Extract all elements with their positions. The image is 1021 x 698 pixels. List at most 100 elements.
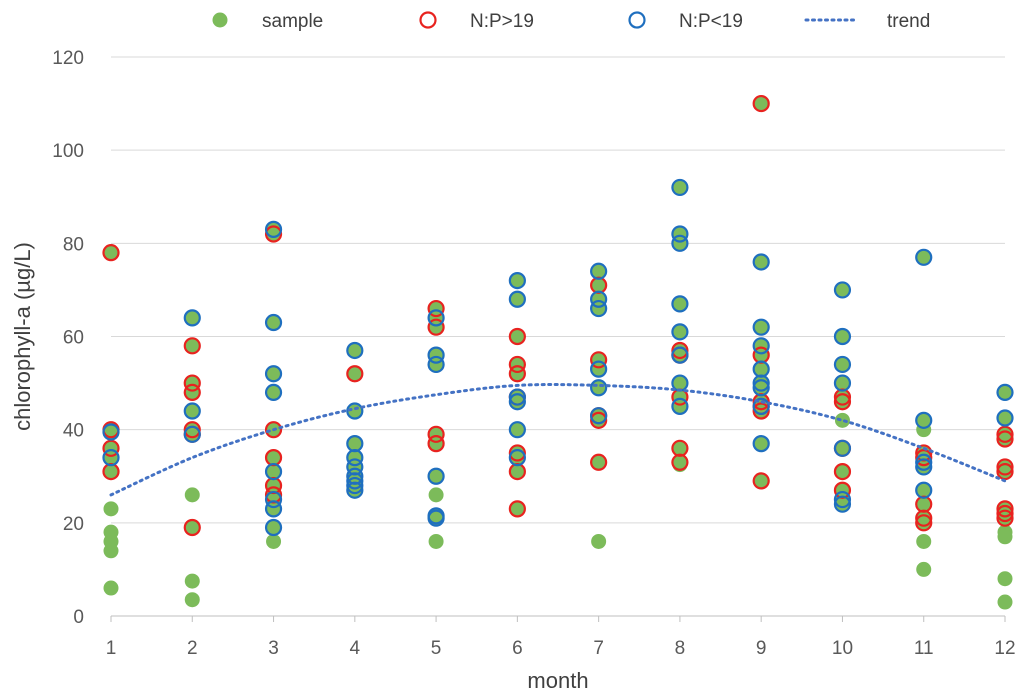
sample-point bbox=[428, 533, 444, 549]
np-below-19-point bbox=[590, 262, 608, 280]
sample-point bbox=[509, 450, 525, 466]
y-tick-label: 60 bbox=[63, 328, 84, 349]
x-tick-label: 4 bbox=[350, 638, 361, 659]
np-below-19-point bbox=[752, 253, 770, 271]
sample-point bbox=[184, 573, 200, 589]
sample-point bbox=[672, 296, 688, 312]
np-below-19-point bbox=[264, 313, 283, 332]
sample-point bbox=[184, 487, 200, 503]
legend-label: sample bbox=[262, 11, 323, 32]
sample-point bbox=[753, 96, 769, 112]
x-axis-title: month bbox=[527, 668, 588, 693]
np-below-19-point bbox=[833, 490, 852, 509]
np-below-19-point bbox=[752, 435, 770, 453]
np-above-19-point bbox=[427, 318, 445, 336]
sample-point bbox=[997, 594, 1013, 610]
data-series bbox=[102, 94, 1014, 610]
sample-point bbox=[591, 533, 607, 549]
x-tick-label: 7 bbox=[593, 638, 604, 659]
sample-point bbox=[591, 277, 607, 293]
sample-point bbox=[916, 496, 932, 512]
sample-point bbox=[266, 519, 282, 535]
sample-point bbox=[509, 394, 525, 410]
sample-point bbox=[184, 310, 200, 326]
sample-point bbox=[184, 338, 200, 354]
x-tick-label: 8 bbox=[675, 638, 686, 659]
sample-point bbox=[916, 561, 932, 577]
sample-point bbox=[184, 519, 200, 535]
sample-point bbox=[997, 384, 1013, 400]
sample-point bbox=[916, 533, 932, 549]
np-above-19-point bbox=[996, 504, 1014, 523]
legend-marker bbox=[212, 12, 228, 28]
np-below-19-point bbox=[183, 402, 201, 420]
sample-point bbox=[834, 440, 850, 456]
np-above-19-point bbox=[508, 355, 526, 374]
np-below-19-point bbox=[996, 383, 1014, 401]
np-below-19-point bbox=[671, 323, 689, 341]
np-above-19-point bbox=[346, 365, 364, 383]
np-below-19-point bbox=[508, 388, 526, 406]
sample-point bbox=[266, 366, 282, 382]
np-below-19-point bbox=[346, 472, 364, 490]
np-above-19-point bbox=[915, 514, 933, 532]
sample-point bbox=[509, 464, 525, 480]
np-above-19-point bbox=[183, 383, 201, 401]
sample-point bbox=[672, 179, 688, 195]
trend-line bbox=[109, 383, 1007, 497]
legend-item: sample bbox=[212, 11, 323, 32]
sample-point bbox=[591, 412, 607, 428]
sample-point bbox=[184, 592, 200, 608]
series-np-above-19 bbox=[102, 94, 1014, 537]
np-above-19-point bbox=[590, 411, 608, 429]
sample-point bbox=[997, 571, 1013, 587]
sample-point bbox=[997, 431, 1013, 447]
np-below-19-point bbox=[264, 518, 283, 537]
sample-point bbox=[753, 319, 769, 335]
np-above-19-point bbox=[752, 94, 770, 113]
np-above-19-point bbox=[996, 425, 1014, 443]
np-above-19-point bbox=[508, 500, 526, 518]
np-above-19-point bbox=[590, 453, 608, 471]
sample-point bbox=[916, 482, 932, 498]
grid-lines bbox=[111, 56, 1005, 524]
np-below-19-point bbox=[427, 509, 445, 527]
np-above-19-point bbox=[102, 244, 120, 262]
np-below-19-point bbox=[671, 234, 689, 252]
np-below-19-point bbox=[508, 421, 526, 439]
x-tick-label: 10 bbox=[832, 638, 853, 659]
np-below-19-point bbox=[590, 299, 608, 318]
np-above-19-point bbox=[102, 439, 120, 457]
np-below-19-point bbox=[752, 397, 770, 415]
np-above-19-point bbox=[671, 453, 689, 471]
np-below-19-point bbox=[427, 346, 445, 364]
y-axis-title: chlorophyll-a (µg/L) bbox=[10, 242, 35, 431]
sample-point bbox=[103, 464, 119, 480]
sample-point bbox=[266, 226, 282, 242]
sample-point bbox=[347, 436, 363, 452]
legend-item: N:P>19 bbox=[419, 11, 534, 32]
np-above-19-point bbox=[996, 500, 1014, 518]
np-below-19-point bbox=[833, 374, 852, 392]
np-below-19-point bbox=[346, 481, 364, 499]
sample-point bbox=[834, 394, 850, 410]
sample-point bbox=[266, 315, 282, 331]
np-above-19-point bbox=[752, 472, 770, 490]
sample-point bbox=[916, 515, 932, 531]
np-below-19-point bbox=[102, 423, 120, 441]
sample-point bbox=[347, 366, 363, 382]
sample-point bbox=[103, 245, 119, 261]
np-above-19-point bbox=[833, 393, 852, 411]
np-above-19-point bbox=[671, 341, 689, 360]
np-below-19-point bbox=[264, 462, 283, 481]
np-below-19-point bbox=[833, 495, 852, 513]
sample-point bbox=[266, 450, 282, 466]
np-above-19-point bbox=[508, 444, 526, 462]
np-below-19-point bbox=[915, 453, 933, 471]
np-below-19-point bbox=[264, 500, 283, 518]
sample-point bbox=[753, 361, 769, 377]
np-below-19-point bbox=[833, 281, 852, 299]
series-sample bbox=[103, 96, 1013, 610]
np-below-19-point bbox=[915, 411, 933, 429]
